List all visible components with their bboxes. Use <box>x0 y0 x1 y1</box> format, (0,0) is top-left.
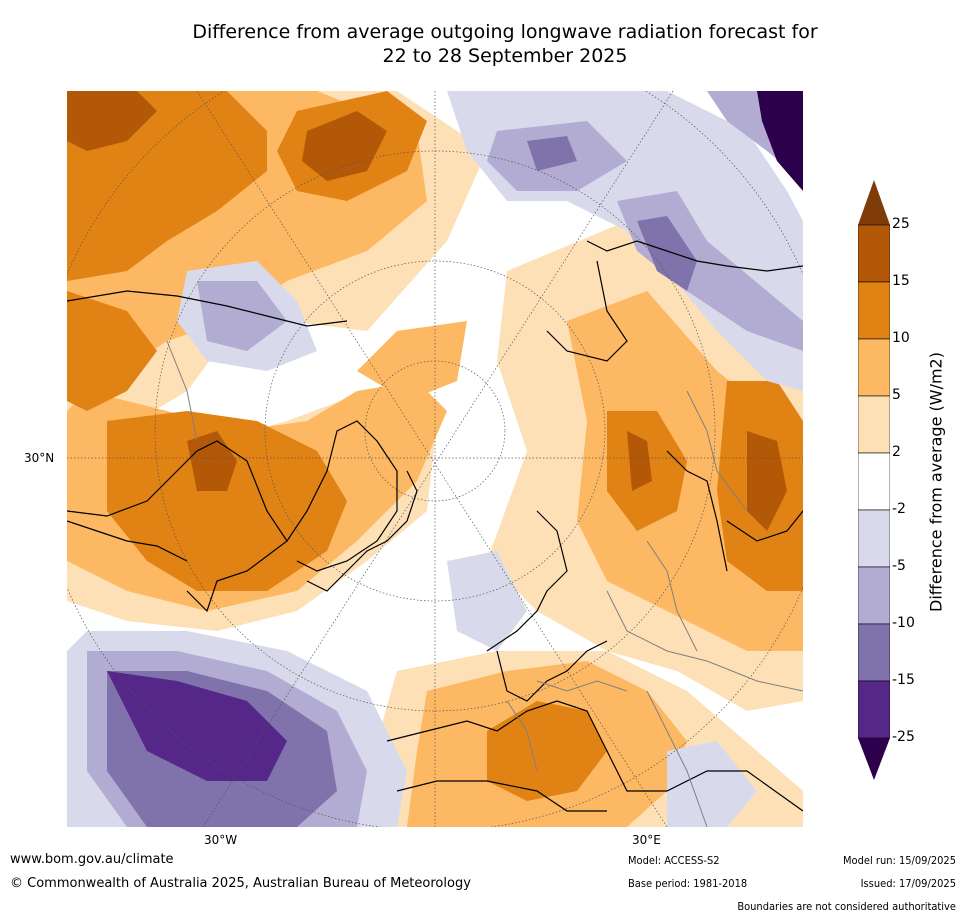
colorbar-band-m2-m5 <box>857 509 891 568</box>
colorbar-band-m15-m25 <box>857 680 891 739</box>
chart-title: Difference from average outgoing longwav… <box>120 20 890 68</box>
colorbar-title: Difference from average (W/m2) <box>926 352 946 612</box>
colorbar <box>857 180 891 785</box>
colorbar-band-10-15 <box>857 281 891 340</box>
colorbar-tick-label: -10 <box>892 615 915 631</box>
colorbar-tick-label: 25 <box>892 216 910 232</box>
colorbar-extend-top <box>858 180 890 225</box>
colorbar-tick-label: -25 <box>892 729 915 745</box>
lon-30w-label: 30°W <box>204 833 238 847</box>
lon-30e-label: 30°E <box>632 833 661 847</box>
colorbar-extend-bottom <box>858 738 890 780</box>
colorbar-tick-label: 2 <box>892 444 901 460</box>
colorbar-band-neutral <box>857 452 891 511</box>
title-line-2: 22 to 28 September 2025 <box>382 45 628 67</box>
anomaly-map-svg <box>67 91 803 827</box>
disclaimer-text: Boundaries are not considered authoritat… <box>737 900 956 913</box>
model-text: Model: ACCESS-S2 <box>628 854 720 867</box>
colorbar-band-15-25 <box>857 224 891 283</box>
colorbar-band-5-10 <box>857 338 891 397</box>
colorbar-band-2-5 <box>857 395 891 454</box>
coastlines <box>67 240 803 812</box>
colorbar-tick-label: -15 <box>892 672 915 688</box>
model-run-text: Model run: 15/09/2025 <box>843 854 956 867</box>
colorbar-svg <box>857 180 891 780</box>
base-period-text: Base period: 1981-2018 <box>628 877 748 890</box>
anomaly-map <box>67 91 803 827</box>
issued-text: Issued: 17/09/2025 <box>860 877 956 890</box>
colorbar-tick-label: 15 <box>892 273 910 289</box>
anomaly-below-m25 <box>757 91 803 191</box>
colorbar-band-m10-m15 <box>857 623 891 682</box>
country-borders <box>166 340 803 827</box>
lat-30n-label: 30°N <box>24 451 55 465</box>
colorbar-tick-label: 5 <box>892 387 901 403</box>
website-text: www.bom.gov.au/climate <box>10 852 174 867</box>
copyright-text: © Commonwealth of Australia 2025, Austra… <box>10 876 471 891</box>
title-line-1: Difference from average outgoing longwav… <box>192 21 818 43</box>
anomaly-15-25 <box>67 91 787 531</box>
colorbar-band-m5-m10 <box>857 566 891 625</box>
colorbar-tick-label: 10 <box>892 330 910 346</box>
colorbar-tick-label: -2 <box>892 501 906 517</box>
colorbar-tick-label: -5 <box>892 558 906 574</box>
